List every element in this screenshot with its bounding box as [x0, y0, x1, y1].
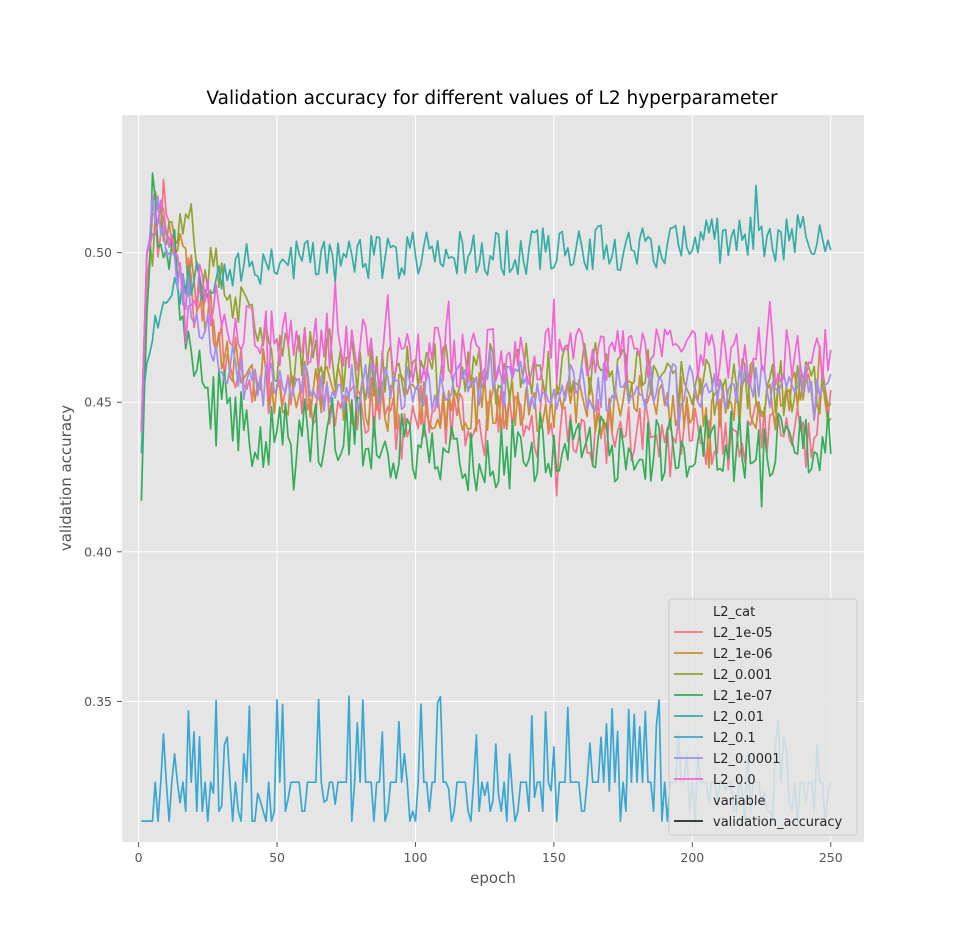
series-line	[140, 184, 832, 454]
x-tick-label: 150	[542, 850, 566, 865]
legend-entry-label: L2_1e-05	[713, 626, 773, 641]
legend-entry-label: L2_0.01	[713, 710, 764, 725]
x-tick-label: 100	[404, 850, 428, 865]
y-tick-label: 0.35	[84, 694, 112, 709]
x-tick-label: 0	[135, 850, 143, 865]
legend: L2_cat L2_1e-05L2_1e-06L2_0.001L2_1e-07L…	[668, 598, 858, 836]
legend-entry-label: L2_0.0	[713, 773, 756, 788]
x-tick-label: 200	[680, 850, 704, 865]
legend-box	[668, 598, 858, 836]
series-lines	[140, 172, 832, 822]
x-axis-label: epoch	[470, 869, 516, 887]
legend-entry-label: L2_1e-06	[713, 647, 773, 662]
legend-style-entry: validation_accuracy	[713, 815, 842, 830]
y-tick-label: 0.45	[84, 395, 112, 410]
legend-entry-label: L2_0.001	[713, 668, 772, 683]
y-tick-label: 0.40	[84, 544, 112, 559]
y-axis-ticks: 0.35 0.40 0.45 0.50	[84, 245, 122, 709]
y-tick-label: 0.50	[84, 245, 112, 260]
x-tick-label: 50	[269, 850, 285, 865]
series-line	[140, 199, 832, 433]
legend-entry-label: L2_1e-07	[713, 689, 773, 704]
legend-entry-label: L2_0.1	[713, 731, 756, 746]
legend-entries: L2_1e-05 L2_1e-06 L2_0.001 L2_1e-07 L2_0.01 L…	[674, 626, 781, 788]
legend-style-title: variable	[713, 794, 765, 809]
legend-entry-label: L2_0.0001	[713, 752, 781, 767]
legend-hue-title: L2_cat	[713, 605, 755, 620]
chart-title: Validation accuracy for different values…	[206, 88, 778, 109]
x-tick-label: 250	[819, 850, 843, 865]
y-axis-label: validation accuracy	[57, 405, 75, 551]
x-axis-ticks: 0 50 100 150 200 250	[135, 842, 843, 865]
series-line	[140, 172, 832, 508]
